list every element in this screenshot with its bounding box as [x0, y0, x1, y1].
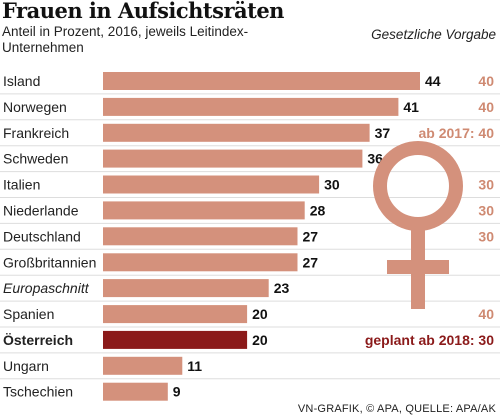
value-label: 37	[375, 125, 391, 141]
category-label: Österreich	[3, 332, 73, 348]
bar	[103, 123, 370, 142]
category-label: Niederlande	[3, 202, 79, 218]
bar	[103, 305, 248, 324]
legal-requirement-label: geplant ab 2018: 30	[365, 332, 494, 348]
value-label: 9	[173, 384, 181, 400]
category-label: Island	[3, 73, 40, 89]
bar	[103, 201, 305, 220]
category-label: Italien	[3, 177, 40, 193]
chart-subtitle: Anteil in Prozent, 2016, jeweils Leitind…	[2, 24, 249, 55]
bar	[103, 382, 168, 401]
bar	[103, 330, 248, 349]
value-label: 23	[274, 280, 290, 296]
legal-requirement-label: 30	[478, 177, 494, 193]
category-label: Frankreich	[3, 125, 69, 141]
legal-requirement-label: ab 2017: 40	[419, 125, 495, 141]
category-label: Europaschnitt	[3, 280, 90, 296]
value-label: 30	[324, 177, 340, 193]
value-label: 11	[187, 358, 202, 374]
female-symbol-icon	[373, 141, 463, 309]
legal-requirement-heading: Gesetzliche Vorgabe	[371, 27, 496, 42]
category-label: Tschechien	[3, 384, 73, 400]
bar	[103, 149, 363, 168]
source-note: VN-GRAFIK, © APA, QUELLE: APA/AK	[297, 403, 496, 415]
bar	[103, 253, 298, 272]
legal-requirement-label: 40	[478, 99, 494, 115]
legal-requirement-label: 40	[478, 306, 494, 322]
bar	[103, 175, 320, 194]
value-label: 41	[403, 99, 419, 115]
category-label: Ungarn	[3, 358, 49, 374]
category-label: Norwegen	[3, 99, 67, 115]
value-label: 28	[310, 202, 326, 218]
bar	[103, 356, 183, 375]
value-label: 20	[252, 306, 268, 322]
value-label: 20	[252, 332, 268, 348]
category-label: Deutschland	[3, 228, 81, 244]
bar	[103, 227, 298, 246]
category-label: Großbritannien	[3, 254, 96, 270]
bar	[103, 97, 399, 116]
legal-requirement-label: 30	[478, 202, 494, 218]
category-label: Spanien	[3, 306, 54, 322]
value-label: 36	[367, 151, 383, 167]
bar	[103, 279, 269, 298]
value-label: 27	[303, 254, 319, 270]
legal-requirement-label: 40	[478, 73, 494, 89]
chart-title: Frauen in Aufsichtsräten	[2, 0, 284, 23]
bar	[103, 72, 420, 90]
legal-requirement-label: 30	[478, 228, 494, 244]
value-label: 27	[303, 228, 319, 244]
category-label: Schweden	[3, 151, 68, 167]
value-label: 44	[425, 73, 441, 89]
